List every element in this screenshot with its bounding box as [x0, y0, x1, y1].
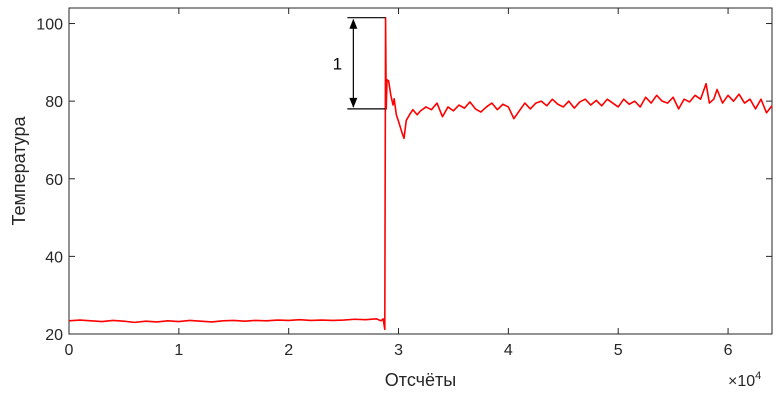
y-axis-label: Температура [9, 116, 29, 226]
x-axis-exponent: ×104 [728, 370, 761, 390]
annotation-label: 1 [333, 54, 342, 73]
y-tick-label: 20 [45, 327, 63, 344]
y-tick-label: 60 [45, 172, 63, 189]
plot-area [68, 7, 773, 335]
y-axis-ticks: 20 40 60 80 100 [36, 17, 772, 344]
x-tick-label: 4 [504, 342, 513, 359]
x-tick-label: 1 [174, 342, 183, 359]
x-tick-label: 0 [65, 342, 74, 359]
x-tick-label: 6 [724, 342, 733, 359]
x-tick-label: 3 [394, 342, 403, 359]
x-tick-label: 5 [614, 342, 623, 359]
x-axis-ticks: 0 1 2 3 4 5 6 [65, 8, 733, 359]
axes-box [68, 7, 773, 335]
y-tick-label: 40 [45, 249, 63, 266]
annotation-arrowhead-down [349, 97, 358, 108]
x-tick-label: 2 [284, 342, 293, 359]
x-axis-label: Отсчёты [385, 370, 456, 390]
series-line-0 [68, 16, 773, 331]
annotation-double-arrow: 1 [333, 17, 386, 110]
y-tick-label: 80 [45, 94, 63, 111]
annotation-arrowhead-up [349, 18, 358, 29]
y-tick-label: 100 [36, 17, 63, 34]
